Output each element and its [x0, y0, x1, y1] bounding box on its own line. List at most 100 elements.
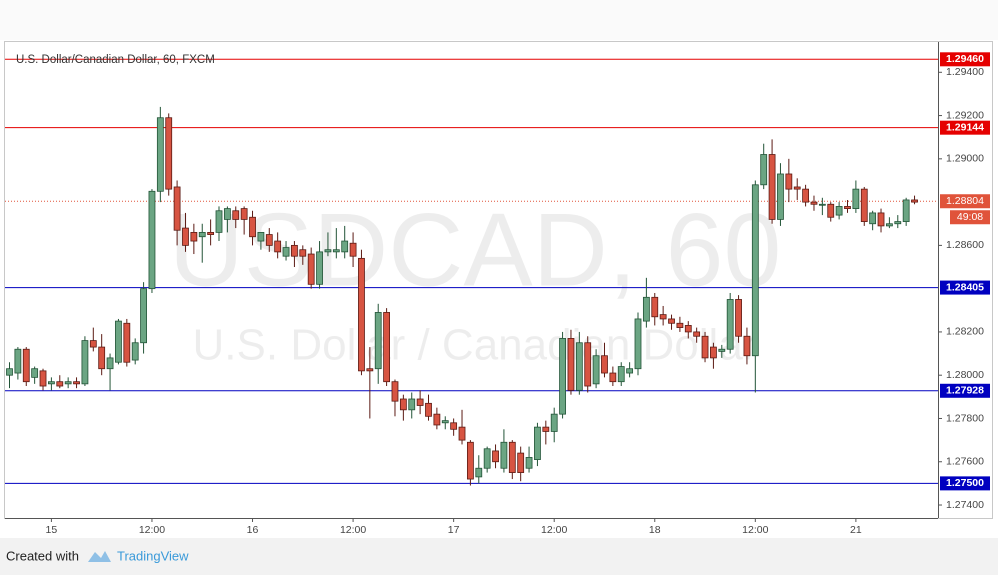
candle-body — [852, 188, 860, 210]
level-label: 1.28405 — [946, 281, 984, 293]
candle-body — [274, 240, 282, 253]
level-label-bg — [940, 476, 990, 491]
candle-body — [316, 251, 323, 285]
top-bar — [0, 0, 998, 40]
candle-body — [860, 188, 868, 222]
y-tick-label: 1.28200 — [946, 326, 984, 338]
candle-body — [466, 441, 474, 480]
candle-body — [207, 231, 215, 235]
candle-body — [341, 240, 349, 253]
candle-body — [173, 186, 181, 231]
footer-bar — [0, 538, 998, 575]
candle-body — [399, 398, 407, 411]
candle-body — [31, 368, 39, 378]
countdown-label: 49:08 — [957, 211, 983, 223]
candle-body — [659, 314, 667, 320]
brand-logo — [88, 551, 111, 562]
level-label: 1.27928 — [946, 385, 984, 397]
candle-body — [64, 381, 72, 385]
level-label: 1.27500 — [946, 477, 984, 489]
candle-body — [441, 420, 449, 424]
candle-body — [835, 206, 843, 216]
candle-body — [492, 450, 499, 463]
y-tick-label: 1.29000 — [946, 153, 984, 165]
candle-body — [391, 381, 399, 402]
candle-body — [567, 338, 575, 391]
candle-body — [458, 426, 466, 441]
candle-body — [777, 173, 784, 220]
candle-body — [743, 335, 751, 357]
level-label: 1.29460 — [946, 53, 984, 65]
candle-body — [14, 348, 22, 374]
candle-body — [332, 249, 340, 253]
candle-body — [575, 342, 583, 391]
candle-body — [676, 322, 684, 329]
candle-body — [232, 210, 240, 220]
candle-body — [525, 457, 533, 469]
candle-body — [894, 221, 902, 225]
candle-body — [735, 299, 742, 337]
candle-body — [718, 348, 726, 352]
candle-body — [500, 441, 508, 469]
last-price-bg — [940, 194, 990, 209]
candle-body — [617, 366, 625, 383]
candle-body — [634, 318, 642, 370]
footer-text: Created with — [6, 548, 79, 563]
candle-body — [793, 186, 801, 190]
last-price-label: 1.28804 — [946, 195, 984, 207]
candle-body — [760, 154, 768, 186]
candle-body — [802, 188, 809, 203]
candle-body — [425, 402, 432, 417]
candle-body — [89, 340, 97, 348]
candle-body — [265, 234, 273, 246]
x-tick-label: 12:00 — [340, 524, 366, 536]
candle-body — [416, 398, 424, 406]
candle-body — [374, 312, 382, 370]
candle-body — [542, 426, 550, 432]
candle-body — [768, 154, 776, 220]
candle-body — [73, 381, 80, 385]
candle-body — [550, 413, 558, 432]
candle-body — [534, 426, 541, 460]
x-tick-label: 12:00 — [541, 524, 567, 536]
candle-body — [106, 357, 114, 370]
candle-body — [190, 231, 198, 242]
candle-body — [844, 206, 851, 210]
candle-body — [584, 342, 592, 387]
candle-body — [810, 201, 818, 205]
candle-body — [198, 231, 206, 238]
candle-body — [131, 342, 139, 361]
candle-body — [223, 208, 231, 220]
y-tick-label: 1.28000 — [946, 369, 984, 381]
y-tick-label: 1.28600 — [946, 239, 984, 251]
candle-body — [291, 244, 298, 257]
candle-body — [483, 448, 491, 469]
candle-body — [668, 318, 675, 324]
candle-body — [257, 231, 265, 242]
level-label-bg — [940, 280, 990, 295]
footer-brand[interactable]: TradingView — [117, 548, 189, 563]
candle-body — [433, 413, 441, 426]
candle-body — [626, 368, 634, 374]
candle-body — [902, 199, 910, 222]
x-tick-label: 15 — [46, 524, 58, 536]
countdown-bg — [950, 210, 990, 225]
candle-body — [642, 296, 650, 322]
price-axis: 1.27400 1.27600 1.27800 1.28000 1.28200 1.286… — [938, 52, 990, 511]
x-tick-label: 12:00 — [742, 524, 768, 536]
candle-body — [559, 338, 566, 415]
x-tick-label: 12:00 — [139, 524, 165, 536]
candle-body — [148, 190, 156, 290]
candle-body — [307, 253, 315, 285]
candle-body — [123, 322, 131, 363]
x-tick-label: 17 — [448, 524, 460, 536]
candle-body — [869, 212, 877, 225]
candle-body — [827, 203, 835, 218]
candle-body — [282, 247, 290, 257]
candle-body — [475, 467, 483, 478]
candle-body — [366, 368, 374, 372]
y-tick-label: 1.29400 — [946, 66, 984, 78]
candle-body — [115, 320, 122, 363]
candle-body — [609, 372, 617, 383]
y-tick-label: 1.27400 — [946, 499, 984, 511]
